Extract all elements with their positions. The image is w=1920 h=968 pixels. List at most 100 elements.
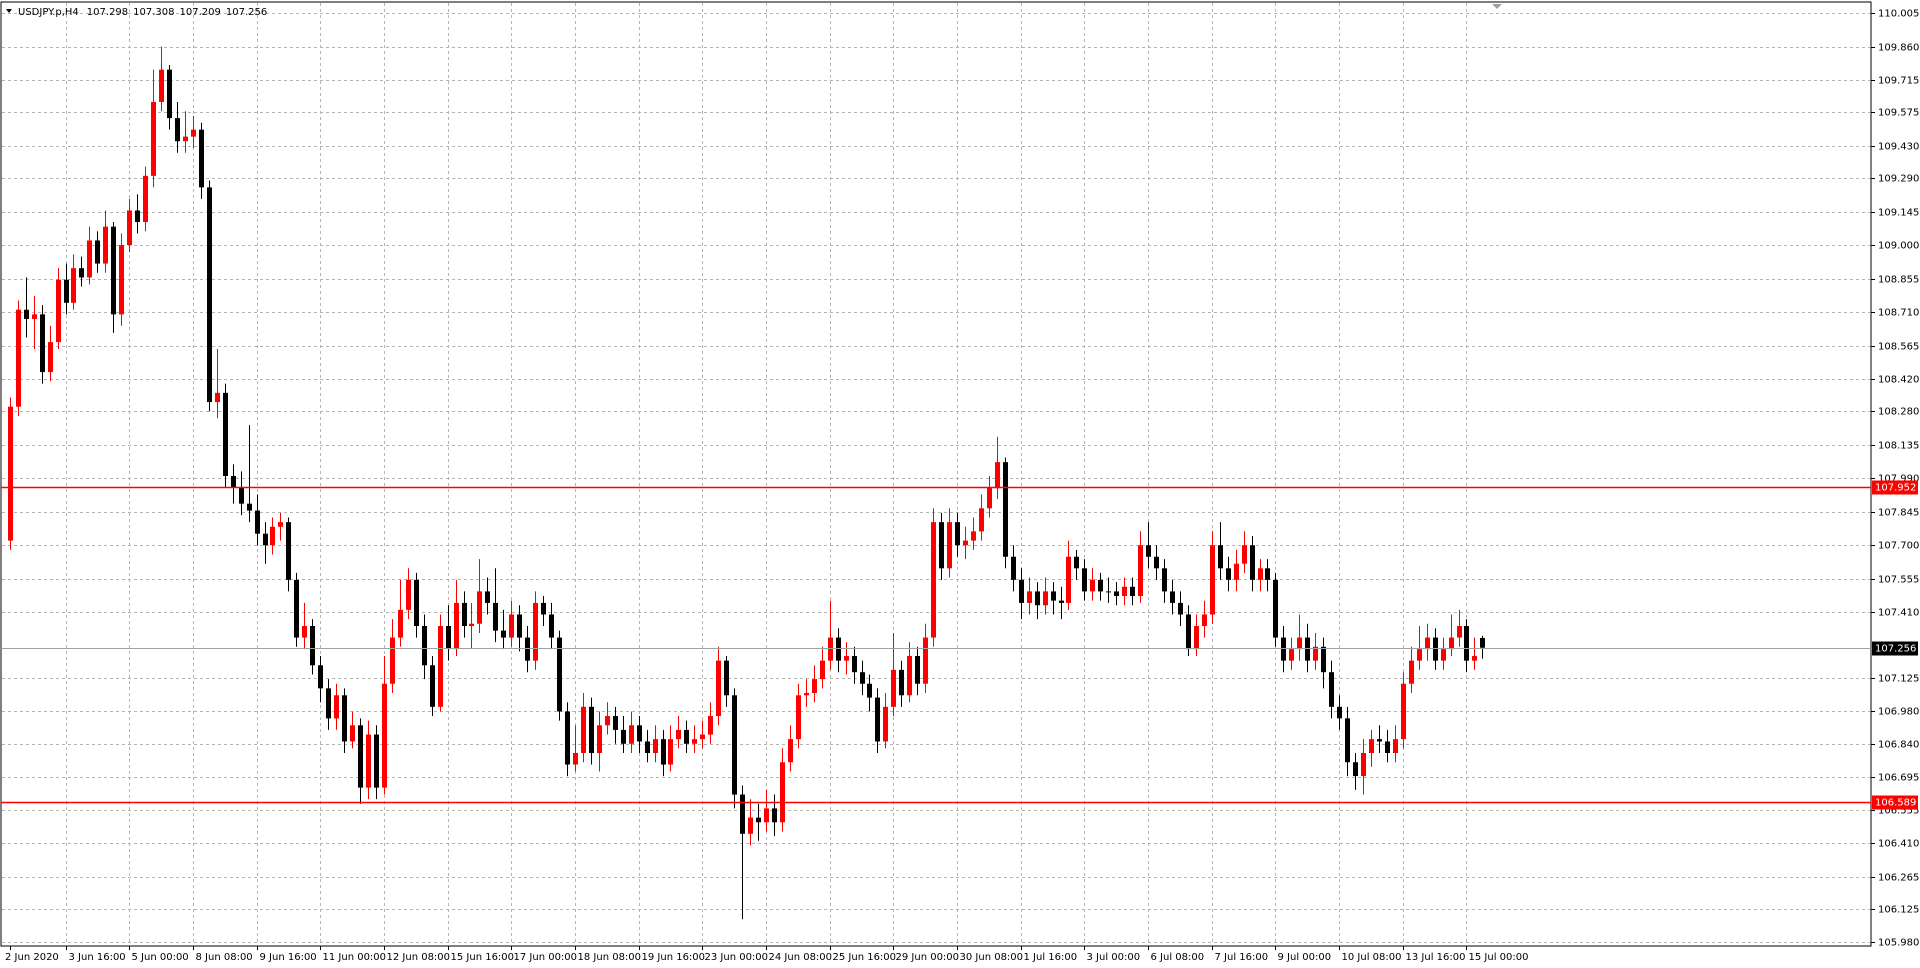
candle-body: [605, 716, 610, 726]
candle-body: [40, 314, 45, 373]
candle-body: [756, 817, 761, 823]
candle-body: [1417, 649, 1422, 661]
candle-body: [1202, 614, 1207, 627]
candle-body: [159, 69, 164, 102]
candle-body: [971, 531, 976, 541]
candle-body: [621, 729, 626, 744]
chart-header: USDJPY.p,H4 107.298 107.308 107.209 107.256: [18, 7, 267, 18]
collapse-icon[interactable]: [6, 9, 12, 13]
candle-body: [1003, 462, 1008, 557]
y-tick-label: 108.855: [1878, 275, 1919, 286]
x-tick-label: 2 Jun 2020: [5, 952, 59, 963]
candle-body: [414, 579, 419, 627]
candle-body: [1122, 586, 1127, 597]
y-tick-label: 108.565: [1878, 342, 1919, 353]
candle-body: [1066, 556, 1071, 603]
candle-body: [422, 626, 427, 666]
candle-body: [462, 602, 467, 627]
candle-body: [549, 614, 554, 638]
candle-body: [374, 734, 379, 788]
level-box: [1872, 795, 1918, 810]
candle-body: [454, 602, 459, 650]
candle-body: [95, 240, 100, 264]
candle-body: [1059, 600, 1064, 603]
candle-body: [541, 602, 546, 615]
candle-body: [1074, 556, 1079, 569]
candle-body: [613, 716, 618, 730]
x-tick-label: 7 Jul 16:00: [1215, 952, 1269, 963]
header-close: 107.256: [226, 7, 267, 18]
candle-body: [557, 637, 562, 712]
candle-body: [24, 309, 29, 319]
candle-body: [645, 741, 650, 753]
y-tick-label: 107.845: [1878, 508, 1919, 519]
y-tick-label: 110.005: [1878, 9, 1919, 20]
shift-marker[interactable]: [1492, 4, 1502, 9]
candle-body: [1409, 660, 1414, 684]
candle-body: [716, 660, 721, 717]
candle-body: [899, 669, 904, 696]
candle-body: [748, 817, 753, 834]
candle-body: [302, 626, 307, 638]
y-tick-label: 109.430: [1878, 142, 1919, 153]
candle-body: [1369, 739, 1374, 753]
y-tick-label: 106.555: [1878, 806, 1919, 817]
x-tick-label: 29 Jun 00:00: [896, 952, 960, 963]
x-tick-label: 11 Jun 00:00: [323, 952, 387, 963]
x-tick-label: 25 Jun 16:00: [833, 952, 897, 963]
candle-body: [430, 665, 435, 707]
candle-body: [32, 314, 37, 319]
candle-body: [167, 69, 172, 119]
x-tick-label: 13 Jul 16:00: [1406, 952, 1466, 963]
candle-body: [852, 656, 857, 673]
candle-body: [103, 226, 108, 264]
candle-body: [151, 101, 156, 176]
candle-body: [215, 392, 220, 403]
candle-body: [804, 692, 809, 696]
candle-body: [764, 808, 769, 823]
candle-body: [661, 739, 666, 765]
candle-body: [1321, 646, 1326, 673]
candle-body: [1130, 586, 1135, 597]
candle-body: [684, 729, 689, 744]
candle-body: [1345, 718, 1350, 763]
candle-body: [533, 602, 538, 661]
candle-body: [231, 475, 236, 488]
candle-body: [1297, 637, 1302, 650]
x-tick-label: 6 Jul 08:00: [1151, 952, 1205, 963]
candle-body: [1226, 568, 1231, 580]
candle-body: [469, 623, 474, 627]
candle-body: [127, 210, 132, 246]
candle-body: [493, 602, 498, 631]
candle-body: [724, 660, 729, 696]
y-tick-label: 109.715: [1878, 76, 1919, 87]
candle-body: [1377, 739, 1382, 742]
candle-body: [342, 695, 347, 742]
candle-body: [183, 136, 188, 142]
level-label: 107.952: [1875, 483, 1916, 494]
candle-body: [653, 739, 658, 753]
candle-body: [1234, 563, 1239, 580]
candle-body: [995, 462, 1000, 488]
y-tick-label: 108.280: [1878, 407, 1919, 418]
candle-body: [366, 734, 371, 788]
candle-body: [1337, 706, 1342, 719]
y-tick-label: 106.265: [1878, 873, 1919, 884]
candle-body: [573, 752, 578, 765]
candle-body: [485, 591, 490, 603]
candle-body: [732, 695, 737, 795]
candle-body: [1106, 591, 1111, 593]
y-tick-label: 107.555: [1878, 575, 1919, 586]
candle-body: [637, 725, 642, 742]
candle-body: [1433, 637, 1438, 661]
candle-body: [334, 695, 339, 719]
candle-body: [1098, 579, 1103, 592]
y-tick-label: 109.575: [1878, 108, 1919, 119]
candle-body: [844, 656, 849, 661]
candle-body: [668, 739, 673, 765]
candle-body: [939, 522, 944, 569]
candle-body: [143, 175, 148, 223]
x-tick-label: 23 Jun 00:00: [705, 952, 769, 963]
candle-body: [700, 734, 705, 740]
candle-body: [740, 794, 745, 834]
